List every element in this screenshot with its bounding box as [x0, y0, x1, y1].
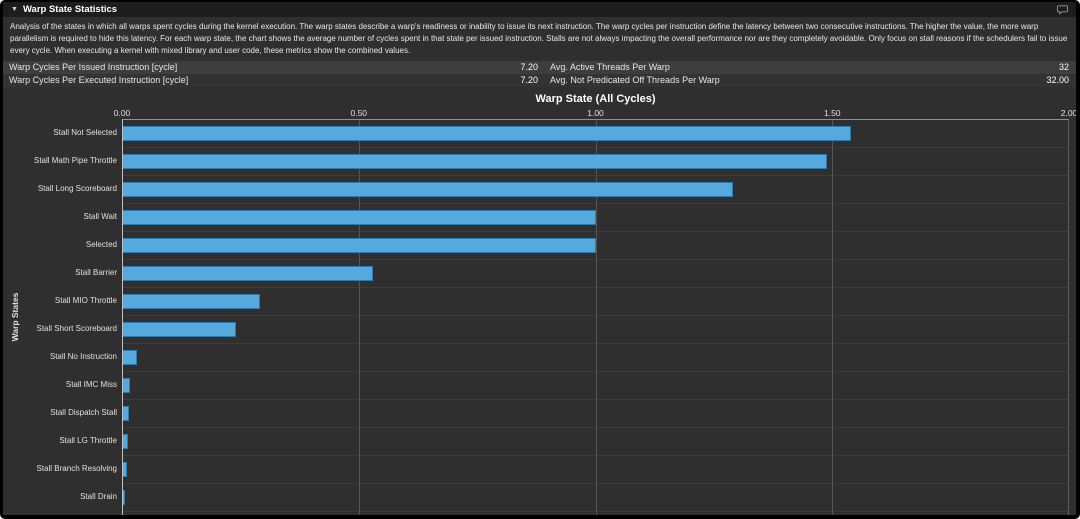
section-description: Analysis of the states in which all warp…	[10, 22, 1068, 55]
bar-stall-mio-throttle	[123, 294, 261, 309]
category-label: Stall Wait	[83, 212, 118, 221]
category-label: Stall Barrier	[75, 268, 117, 277]
x-tick-label: 2.00	[1060, 108, 1076, 118]
category-label: Stall Dispatch Stall	[50, 408, 117, 417]
category-label: Stall Short Scoreboard	[36, 324, 118, 333]
vertical-gridline	[359, 120, 361, 515]
category-label: Stall Math Pipe Throttle	[33, 156, 117, 165]
section-content: ▼ Warp State Statistics Analysis of the …	[3, 2, 1076, 515]
x-tick-label: 1.50	[823, 108, 841, 118]
metrics-cell: 32.00	[1046, 75, 1069, 85]
warp-state-chart: Warp State (All Cycles) 0.00 0.50 1.00 1.50…	[3, 91, 1076, 515]
bar-stall-math-pipe-throttle	[123, 154, 828, 169]
metrics-cell: 7.20	[520, 75, 538, 85]
metrics-table-row: Warp Cycles Per Executed Instruction [cy…	[3, 74, 1076, 87]
bar-stall-branch-resolving	[123, 462, 127, 477]
bar-selected	[123, 238, 596, 253]
bar-stall-dispatch-stall	[123, 406, 129, 421]
bar-stall-no-instruction	[123, 350, 138, 365]
metrics-cell: 32	[1058, 62, 1069, 72]
category-label: Stall Branch Resolving	[36, 464, 117, 473]
bar-stall-long-scoreboard	[123, 182, 733, 197]
chart-category-labels: Stall Not Selected Stall Math Pipe Thrott…	[27, 119, 122, 515]
bar-stall-not-selected	[123, 126, 851, 141]
category-label: Stall Drain	[80, 492, 117, 501]
metrics-cell: Avg. Active Threads Per Warp	[550, 62, 670, 72]
comment-icon[interactable]	[1057, 4, 1068, 15]
metrics-cell: Warp Cycles Per Issued Instruction [cycl…	[9, 62, 178, 72]
metrics-cell: Avg. Not Predicated Off Threads Per Warp	[550, 75, 720, 85]
metrics-table-row: Warp Cycles Per Issued Instruction [cycl…	[3, 61, 1076, 74]
x-tick-label: 1.00	[587, 108, 604, 118]
bar-stall-imc-miss	[123, 378, 131, 393]
x-axis-ticks: 0.00 0.50 1.00 1.50 2.00	[114, 107, 1076, 119]
metrics-cell: Warp Cycles Per Executed Instruction [cy…	[9, 75, 189, 85]
chart-plot-area	[122, 119, 1069, 515]
x-tick-label: 0.50	[350, 108, 368, 118]
category-label: Stall MIO Throttle	[54, 296, 117, 305]
section-title: Warp State Statistics	[22, 4, 118, 15]
metrics-table: Warp Cycles Per Issued Instruction [cycl…	[3, 61, 1076, 87]
bar-stall-barrier	[123, 266, 374, 281]
collapse-triangle-icon[interactable]: ▼	[11, 6, 18, 13]
vertical-gridline	[595, 120, 597, 515]
x-tick-label: 0.00	[113, 108, 131, 118]
bar-stall-drain	[123, 490, 126, 505]
category-label: Selected	[85, 240, 117, 249]
y-axis-label: Warp States	[10, 292, 20, 342]
category-label: Stall LG Throttle	[59, 436, 117, 445]
vertical-gridline	[831, 120, 833, 515]
category-label: Stall IMC Miss	[65, 380, 117, 389]
category-label: Stall Long Scoreboard	[37, 184, 117, 193]
bar-stall-lg-throttle	[123, 434, 128, 449]
y-axis-label-column: Warp States	[3, 119, 27, 515]
chart-title: Warp State (All Cycles)	[535, 93, 656, 105]
chart-body: Warp States Stall Not Selected Stall Math…	[3, 119, 1076, 515]
category-label: Stall No Instruction	[49, 352, 117, 361]
bar-stall-wait	[123, 210, 596, 225]
section-header: ▼ Warp State Statistics	[3, 2, 1076, 17]
category-label: Stall Not Selected	[53, 128, 117, 137]
bar-stall-short-scoreboard	[123, 322, 237, 337]
metrics-cell: 7.20	[520, 62, 538, 72]
